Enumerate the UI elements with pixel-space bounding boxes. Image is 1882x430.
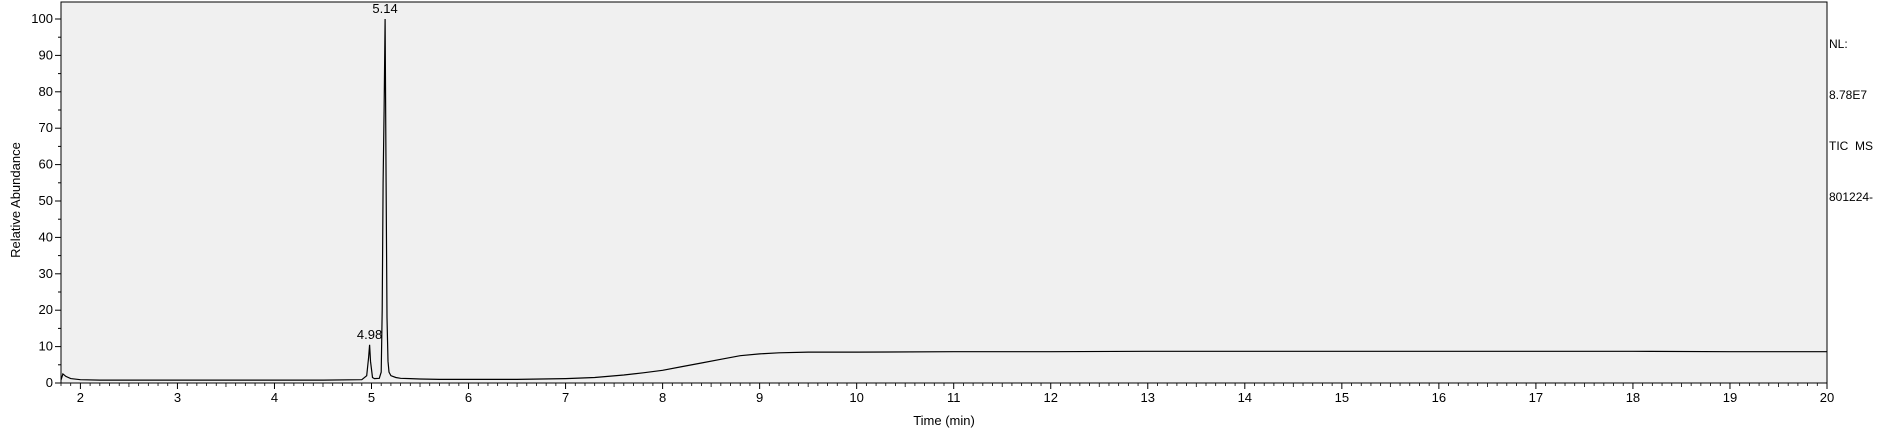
x-tick-label: 2: [77, 390, 84, 405]
tic-trace-line: [60, 18, 1827, 381]
y-tick-label: 40: [39, 229, 53, 244]
y-tick-label: 50: [39, 193, 53, 208]
scan-filter-label: TIC MS: [1829, 139, 1873, 153]
x-tick-label: 5: [368, 390, 375, 405]
x-tick-label: 9: [756, 390, 763, 405]
y-axis-title: Relative Abundance: [8, 142, 23, 258]
nl-value: 8.78E7: [1829, 88, 1868, 102]
x-tick-label: 4: [271, 390, 278, 405]
x-axis-title: Time (min): [913, 413, 975, 428]
peak-label: 5.14: [372, 1, 397, 16]
y-tick-label: 10: [39, 339, 53, 354]
x-tick-label: 10: [849, 390, 863, 405]
y-tick-label: 100: [31, 11, 53, 26]
x-tick-label: 11: [947, 390, 961, 405]
y-tick-label: 70: [39, 120, 53, 135]
y-tick-label: 20: [39, 302, 53, 317]
x-tick-label: 18: [1626, 390, 1640, 405]
x-tick-label: 19: [1723, 390, 1737, 405]
y-tick-label: 60: [39, 157, 53, 172]
y-tick-label: 80: [39, 84, 53, 99]
y-tick-label: 0: [46, 375, 53, 390]
x-tick-label: 3: [174, 390, 181, 405]
x-tick-label: 20: [1820, 390, 1834, 405]
y-tick-label: 90: [39, 47, 53, 62]
peak-label: 4.98: [357, 327, 382, 342]
side-info-panel: NL: 8.78E7 TIC MS 801224-: [1829, 2, 1881, 223]
x-tick-label: 12: [1044, 390, 1058, 405]
x-tick-label: 15: [1335, 390, 1349, 405]
x-tick-label: 16: [1432, 390, 1446, 405]
x-tick-label: 6: [465, 390, 472, 405]
file-name-label: 801224-: [1829, 190, 1874, 204]
x-tick-label: 14: [1238, 390, 1252, 405]
x-tick-label: 17: [1529, 390, 1543, 405]
peak-annotations: 5.14 4.98: [357, 1, 398, 342]
axis-ticks: [55, 18, 1828, 389]
plot-area: [60, 1, 1828, 384]
x-tick-label: 7: [562, 390, 569, 405]
tick-labels: 0 10 20 30 40 50 60 70 80 90 100 2 3 4 5 6 7 8 9 10 11 12 13 14…: [31, 11, 1834, 405]
y-tick-label: 30: [39, 266, 53, 281]
x-tick-label: 13: [1141, 390, 1155, 405]
x-tick-label: 8: [659, 390, 666, 405]
nl-label: NL:: [1829, 37, 1848, 51]
